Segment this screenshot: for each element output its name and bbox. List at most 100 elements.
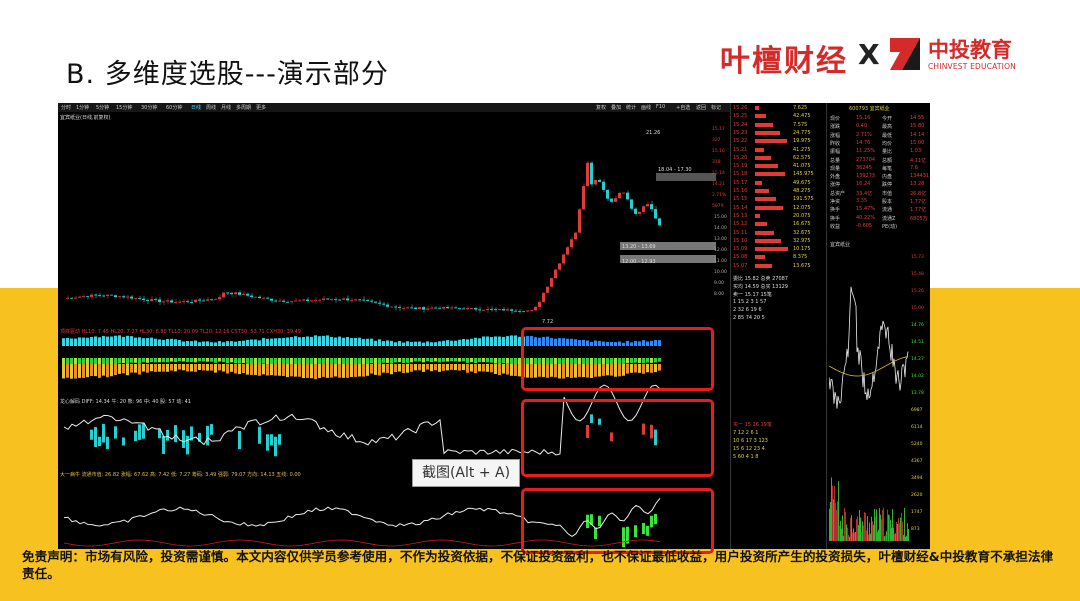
indicator-bar <box>254 339 257 346</box>
indicator-bar <box>386 340 389 346</box>
order-book-grid-row: 1 15 2 3 1 57 <box>733 299 767 305</box>
indicator-bar <box>514 364 517 376</box>
kline-candle <box>274 300 277 302</box>
indicator-bar <box>510 335 513 346</box>
kline-candle <box>590 162 593 185</box>
order-book-row: 15.12 16.675 <box>733 221 811 228</box>
mini-volume-bar <box>863 525 864 541</box>
indicator-bar <box>210 342 213 346</box>
toolbar-item[interactable]: 30分钟 <box>141 105 158 111</box>
indicator-bar <box>218 341 221 346</box>
indicator-block <box>114 426 117 439</box>
order-book-row: 15.08 8.375 <box>733 254 808 261</box>
indicator-bar <box>246 358 249 364</box>
indicator-bar <box>554 364 557 378</box>
indicator-bar <box>462 364 465 370</box>
order-book-grid-row: 2 85 74 20 5 <box>733 315 765 321</box>
indicator-bar <box>298 358 301 366</box>
toolbar-item[interactable]: 复权 <box>596 105 607 111</box>
order-book-row: 15.14 12.075 <box>733 204 811 211</box>
indicator-bar <box>486 364 489 372</box>
indicator-bar <box>150 358 153 363</box>
order-book-depth-bar <box>755 222 767 227</box>
mini-volume-bar <box>893 527 894 541</box>
indicator-bar <box>134 358 137 363</box>
indicator-bar <box>438 341 441 346</box>
toolbar-item[interactable]: 标记 <box>711 105 722 111</box>
indicator-bar <box>506 358 509 364</box>
indicator-bar <box>574 339 577 346</box>
indicator-2-text: 龙心解码 DIFF: 14.34 牛: 20 熊: 96 中: 40 股: 57… <box>60 399 191 405</box>
trading-terminal-screenshot: 分时 1分钟 5分钟 15分钟 30分钟 60分钟 日线 周线 月线 多周期 更多 复权 叠加 统计 画线 F… <box>58 103 930 549</box>
indicator-bar <box>138 364 141 375</box>
price-axis-label: 15.16 <box>712 149 725 154</box>
indicator-bar <box>82 358 85 366</box>
kline-candle <box>594 179 597 185</box>
indicator-bar <box>322 364 325 377</box>
indicator-bar <box>570 364 573 378</box>
chart-annotation: 7.72 <box>542 319 553 325</box>
indicator-bar <box>370 338 373 346</box>
indicator-bar <box>394 364 397 373</box>
indicator-bar <box>534 337 537 346</box>
indicator-bar <box>634 358 637 363</box>
indicator-bar <box>250 358 253 365</box>
toolbar-item[interactable]: 月线 <box>221 105 232 111</box>
quote-row: 涨跌 0.40 最高 15.80 <box>830 123 925 131</box>
indicator-block <box>266 434 269 451</box>
toolbar-item[interactable]: F10 <box>656 104 666 110</box>
toolbar-item[interactable]: 15分钟 <box>116 105 133 111</box>
toolbar-item[interactable]: 1分钟 <box>76 105 90 111</box>
mini-volume-bar <box>864 512 865 541</box>
toolbar-item[interactable]: 5分钟 <box>96 105 110 111</box>
toolbar-item[interactable]: 更多 <box>256 105 267 111</box>
indicator-block <box>142 423 145 439</box>
toolbar-item[interactable]: 叠加 <box>611 105 622 111</box>
indicator-bar <box>378 364 381 376</box>
toolbar-item[interactable]: 日线 <box>191 105 202 111</box>
indicator-bar <box>378 339 381 346</box>
kline-candle <box>406 307 409 309</box>
indicator-bar <box>518 336 521 346</box>
indicator-bar <box>326 364 329 378</box>
indicator-bar <box>326 335 329 346</box>
indicator-block <box>278 434 281 445</box>
indicator-bar <box>350 338 353 346</box>
trade-grid-row: 7 12 2 6 1 <box>733 430 759 436</box>
toolbar-item[interactable]: 返回 <box>696 105 707 111</box>
indicator-bar <box>74 338 77 346</box>
indicator-bar <box>294 336 297 346</box>
toolbar-item[interactable]: 60分钟 <box>166 105 183 111</box>
indicator-bar <box>658 364 661 371</box>
indicator-bar <box>478 364 481 372</box>
order-book-depth-bar <box>755 139 787 144</box>
kline-candle <box>486 308 489 310</box>
kline-candle <box>366 299 369 301</box>
indicator-bar <box>154 338 157 346</box>
toolbar-item[interactable]: 画线 <box>641 105 652 111</box>
order-book-depth-bar <box>755 147 764 152</box>
indicator-bar <box>390 358 393 364</box>
indicator-bar <box>214 342 217 346</box>
kline-candle <box>438 307 441 309</box>
indicator-bar <box>410 364 413 372</box>
kline-candle <box>586 162 589 187</box>
indicator-bar <box>102 358 105 365</box>
indicator-block <box>590 414 593 424</box>
indicator-bar <box>366 358 369 365</box>
kline-candle <box>482 309 485 311</box>
indicator-bar <box>334 364 337 377</box>
indicator-bar <box>90 364 93 376</box>
kline-candle <box>546 286 549 293</box>
toolbar-item[interactable]: 分时 <box>61 105 72 111</box>
toolbar-item[interactable]: 周线 <box>206 105 217 111</box>
toolbar-item[interactable]: 统计 <box>626 105 637 111</box>
indicator-bar <box>330 336 333 346</box>
order-book-depth-bar <box>755 122 773 127</box>
indicator-bar <box>242 340 245 346</box>
kline-candle <box>194 299 197 303</box>
indicator-bar <box>646 341 649 346</box>
indicator-bar <box>310 364 313 379</box>
toolbar-item[interactable]: +自选 <box>676 105 691 111</box>
toolbar-item[interactable]: 多周期 <box>236 105 252 111</box>
